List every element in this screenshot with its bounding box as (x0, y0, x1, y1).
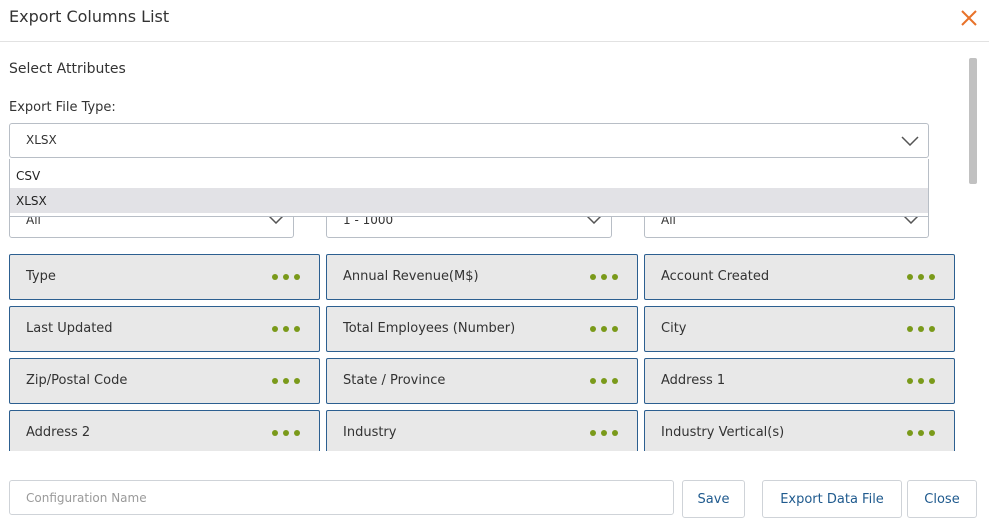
attribute-label: Annual Revenue(M$) (343, 269, 479, 284)
more-dots-icon[interactable] (907, 430, 935, 438)
chevron-down-icon (267, 214, 285, 224)
file-type-label: Export File Type: (9, 100, 116, 115)
attribute-tile-industry-verticals[interactable]: Industry Vertical(s) (644, 410, 955, 451)
close-icon[interactable] (959, 8, 979, 28)
attribute-label: Industry Vertical(s) (661, 425, 785, 440)
dialog-footer: Save Export Data File Close (0, 451, 989, 532)
attribute-label: City (661, 321, 687, 336)
file-type-options: CSV XLSX (9, 159, 929, 217)
attribute-tile-total-employees[interactable]: Total Employees (Number) (326, 306, 638, 352)
option-csv[interactable]: CSV (16, 169, 41, 183)
more-dots-icon[interactable] (272, 430, 300, 438)
scrollbar[interactable] (969, 58, 977, 451)
attribute-label: Address 1 (661, 373, 726, 388)
more-dots-icon[interactable] (590, 274, 618, 282)
attribute-tile-type[interactable]: Type (9, 254, 320, 300)
attribute-label: Industry (343, 425, 397, 440)
configuration-name-input[interactable] (9, 480, 674, 515)
file-type-value: XLSX (26, 133, 57, 147)
chevron-down-icon (902, 214, 920, 224)
attribute-label: Account Created (661, 269, 770, 284)
attribute-tile-address-2[interactable]: Address 2 (9, 410, 320, 451)
scrollbar-thumb[interactable] (969, 58, 977, 184)
chevron-down-icon (585, 214, 603, 224)
export-data-file-button[interactable]: Export Data File (762, 480, 902, 518)
close-button[interactable]: Close (907, 480, 977, 518)
attribute-tile-address-1[interactable]: Address 1 (644, 358, 955, 404)
section-title: Select Attributes (9, 61, 126, 77)
attribute-label: Zip/Postal Code (26, 373, 128, 388)
dialog-header: Export Columns List (0, 0, 989, 42)
file-type-select[interactable]: XLSX (9, 123, 929, 158)
more-dots-icon[interactable] (272, 274, 300, 282)
attribute-tile-industry[interactable]: Industry (326, 410, 638, 451)
option-xlsx[interactable]: XLSX (10, 188, 928, 213)
attribute-label: Last Updated (26, 321, 113, 336)
chevron-down-icon (901, 136, 919, 146)
more-dots-icon[interactable] (590, 326, 618, 334)
attribute-label: State / Province (343, 373, 446, 388)
more-dots-icon[interactable] (272, 326, 300, 334)
attribute-label: Type (26, 269, 56, 284)
attribute-tile-city[interactable]: City (644, 306, 955, 352)
attribute-tile-annual-revenue[interactable]: Annual Revenue(M$) (326, 254, 638, 300)
dialog-body: Select Attributes Export File Type: XLSX… (0, 43, 989, 451)
more-dots-icon[interactable] (590, 430, 618, 438)
more-dots-icon[interactable] (907, 326, 935, 334)
attribute-tile-account-created[interactable]: Account Created (644, 254, 955, 300)
more-dots-icon[interactable] (272, 378, 300, 386)
attribute-label: Total Employees (Number) (343, 321, 516, 336)
attribute-tile-state[interactable]: State / Province (326, 358, 638, 404)
attribute-tile-zip[interactable]: Zip/Postal Code (9, 358, 320, 404)
attribute-tile-last-updated[interactable]: Last Updated (9, 306, 320, 352)
more-dots-icon[interactable] (907, 378, 935, 386)
attribute-label: Address 2 (26, 425, 91, 440)
more-dots-icon[interactable] (907, 274, 935, 282)
save-button[interactable]: Save (682, 480, 745, 518)
more-dots-icon[interactable] (590, 378, 618, 386)
dialog-title: Export Columns List (9, 7, 170, 26)
